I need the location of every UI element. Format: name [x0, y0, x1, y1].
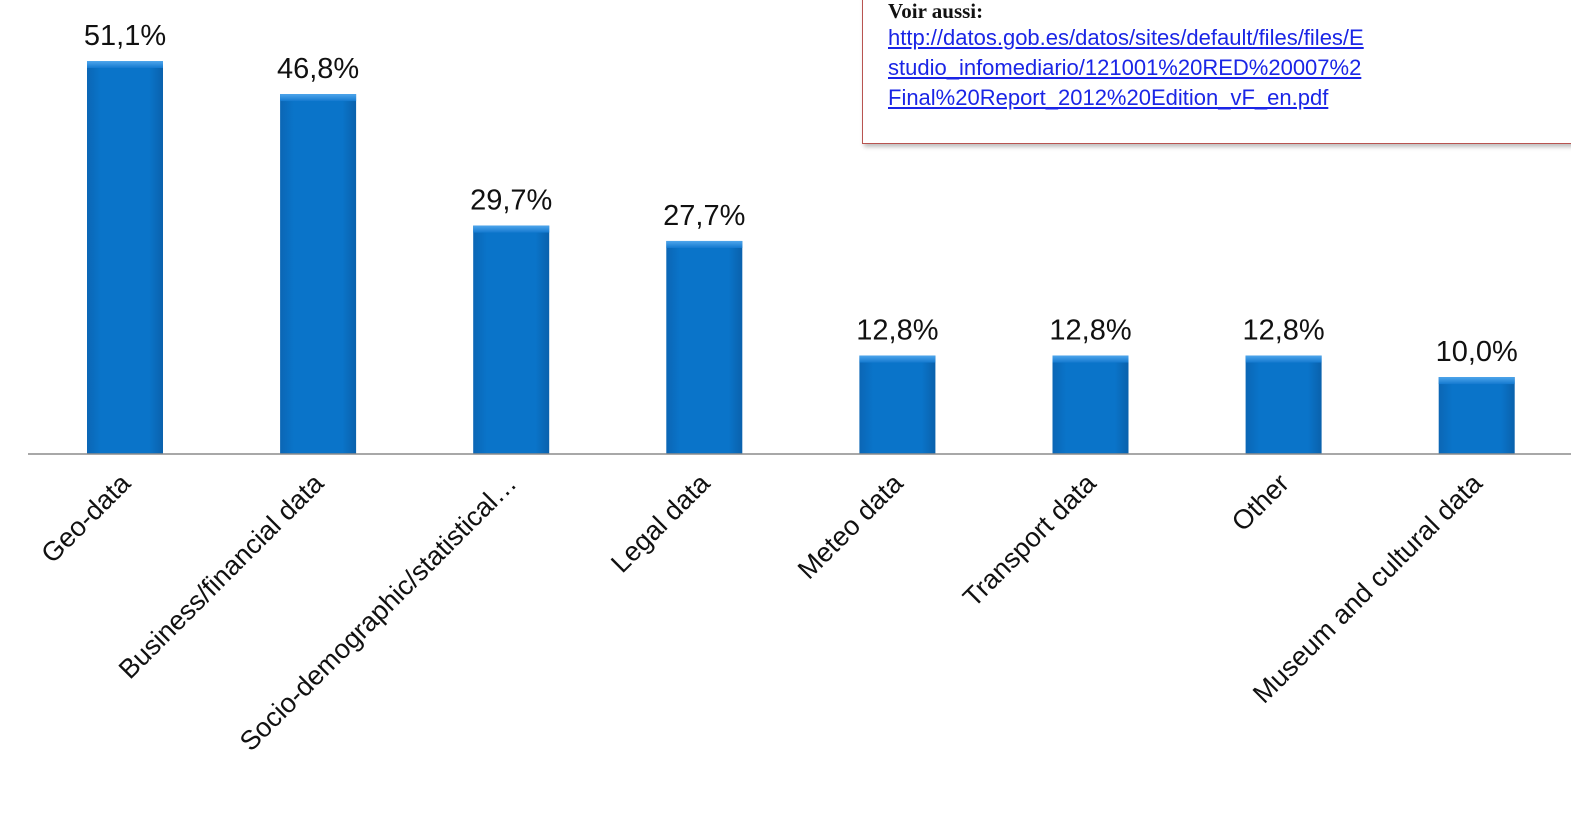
data-label-8: 10,0%	[1436, 336, 1518, 368]
see-also-link-line-2[interactable]: studio_infomediario/121001%20RED%20007%2	[888, 55, 1362, 80]
data-label-2: 46,8%	[277, 53, 359, 85]
data-label-5: 12,8%	[856, 315, 938, 347]
bar-highlight	[1052, 355, 1129, 363]
bar-highlight	[87, 61, 163, 68]
bar-7	[1245, 355, 1322, 454]
bar-highlight	[280, 94, 357, 102]
category-label-2: Business/financial data	[113, 467, 330, 684]
data-label-1: 51,1%	[84, 20, 166, 52]
bar-1	[87, 61, 163, 454]
bar-8	[1438, 377, 1515, 454]
category-label-7: Other	[1226, 468, 1295, 537]
category-label-6: Transport data	[957, 467, 1102, 612]
category-label-4: Legal data	[605, 467, 716, 578]
bar-highlight	[473, 225, 550, 233]
data-label-7: 12,8%	[1242, 315, 1324, 347]
category-label-1: Geo-data	[35, 467, 137, 569]
data-label-4: 27,7%	[663, 200, 745, 232]
see-also-link-line-1[interactable]: http://datos.gob.es/datos/sites/default/…	[888, 25, 1364, 50]
bar-6	[1052, 355, 1129, 454]
bar-5	[859, 355, 936, 454]
bar-3	[473, 225, 550, 454]
bar-body	[87, 61, 163, 454]
category-label-8: Museum and cultural data	[1247, 467, 1489, 709]
data-label-3: 29,7%	[470, 185, 552, 217]
see-also-link-line-3[interactable]: Final%20Report_2012%20Edition_vF_en.pdf	[888, 85, 1329, 110]
bars-layer	[87, 61, 1515, 455]
bar-body	[1438, 377, 1515, 454]
category-label-5: Meteo data	[792, 467, 909, 584]
bar-highlight	[859, 355, 936, 363]
bar-highlight	[1438, 377, 1515, 385]
see-also-title: Voir aussi:	[888, 0, 984, 23]
bar-4	[666, 240, 743, 454]
bar-highlight	[666, 240, 743, 248]
bar-highlight	[1245, 355, 1322, 363]
bar-body	[666, 240, 743, 454]
bar-body	[473, 225, 550, 454]
bar-body	[859, 355, 936, 454]
see-also-note: Voir aussi: http://datos.gob.es/datos/si…	[862, 0, 1571, 144]
bar-body	[1245, 355, 1322, 454]
data-label-6: 12,8%	[1049, 315, 1131, 347]
bar-body	[1052, 355, 1129, 454]
bar-body	[280, 94, 357, 455]
bar-2	[280, 94, 357, 455]
